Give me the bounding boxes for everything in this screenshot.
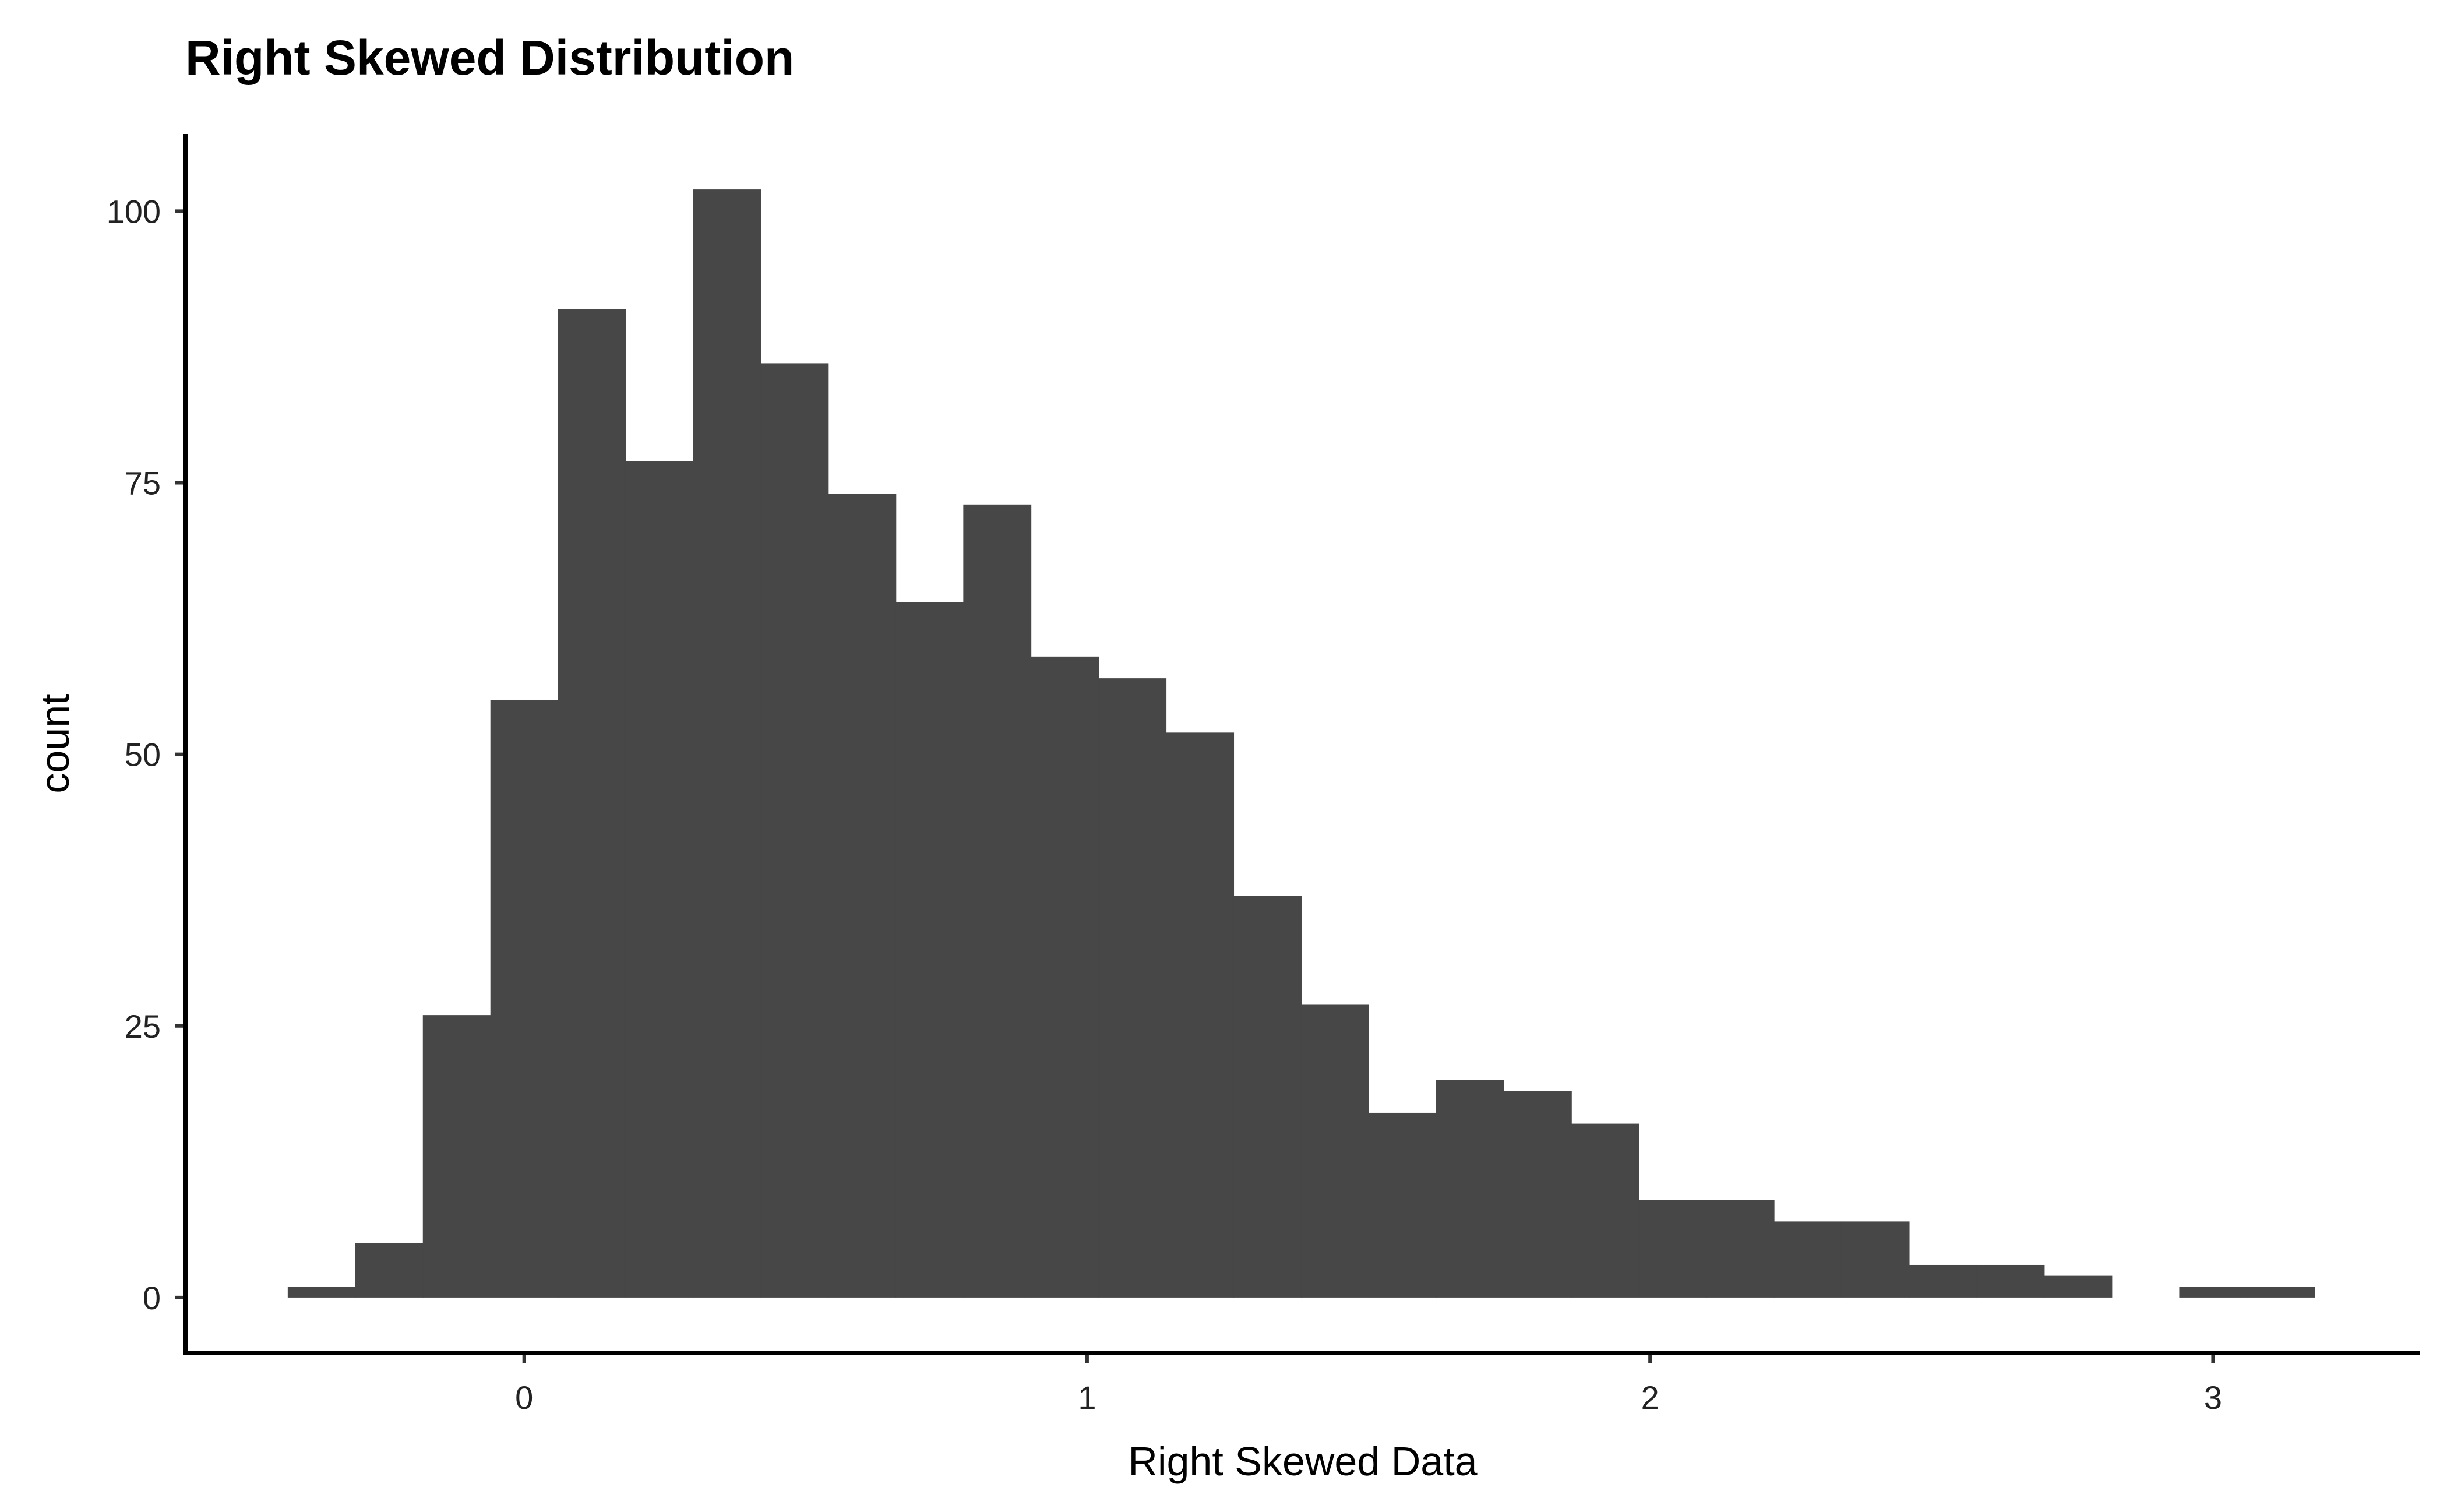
histogram-bar-12	[1098, 678, 1167, 1298]
histogram-bar-19	[1571, 1123, 1639, 1298]
y-axis-ticks: 0 25 50 75 100	[107, 193, 185, 1316]
histogram-bar-14	[1233, 896, 1302, 1298]
histogram-bar-6	[693, 189, 761, 1298]
y-axis-title: count	[32, 693, 77, 793]
chart-title: Right Skewed Distribution	[185, 30, 794, 85]
histogram-bar-26	[2044, 1275, 2113, 1298]
y-tick-label: 25	[125, 1008, 161, 1045]
histogram-bar-10	[963, 504, 1032, 1298]
x-axis-title: Right Skewed Data	[1128, 1439, 1477, 1484]
y-tick-label: 75	[125, 465, 161, 502]
histogram-bar-9	[895, 602, 964, 1298]
histogram-bar-23	[1841, 1221, 1910, 1298]
histogram-bars	[287, 189, 2315, 1298]
histogram-bar-15	[1301, 1004, 1369, 1298]
x-axis-ticks: 0 1 2 3	[515, 1353, 2222, 1416]
x-tick-label: 0	[515, 1379, 533, 1416]
x-tick-label: 1	[1078, 1379, 1096, 1416]
histogram-bar-4	[558, 309, 626, 1298]
histogram-bar-2	[422, 1015, 491, 1298]
histogram-bar-1	[355, 1243, 424, 1298]
histogram-bar-28	[2179, 1287, 2248, 1298]
histogram-bar-3	[490, 700, 559, 1298]
histogram-bar-11	[1031, 656, 1099, 1298]
histogram-bar-29	[2247, 1287, 2315, 1298]
histogram-bar-22	[1773, 1221, 1842, 1298]
histogram-bar-16	[1369, 1112, 1437, 1298]
histogram-bar-25	[1976, 1264, 2045, 1298]
histogram-bar-13	[1166, 732, 1235, 1298]
histogram-bar-21	[1706, 1200, 1775, 1298]
y-tick-label: 100	[107, 193, 161, 230]
histogram-bar-24	[1909, 1264, 1977, 1298]
histogram-bar-20	[1638, 1200, 1707, 1298]
histogram-bar-17	[1436, 1080, 1504, 1298]
histogram-bar-0	[287, 1287, 356, 1298]
y-tick-label: 50	[125, 736, 161, 773]
histogram-bar-8	[828, 494, 897, 1298]
histogram-bar-5	[625, 461, 694, 1298]
histogram-bar-18	[1503, 1091, 1572, 1298]
x-tick-label: 2	[1641, 1379, 1659, 1416]
x-tick-label: 3	[2204, 1379, 2222, 1416]
y-tick-label: 0	[143, 1280, 161, 1316]
histogram-bar-7	[760, 363, 829, 1298]
